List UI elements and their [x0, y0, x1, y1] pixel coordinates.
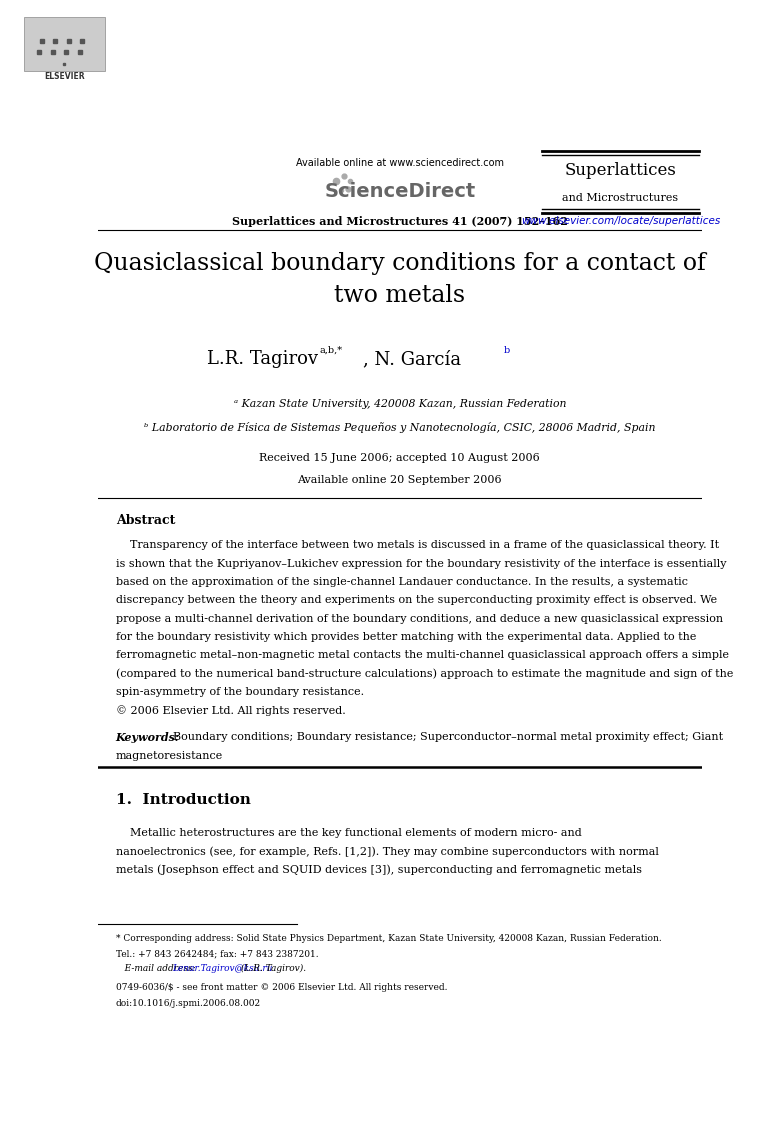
Text: discrepancy between the theory and experiments on the superconducting proximity : discrepancy between the theory and exper… — [115, 595, 717, 606]
Text: for the boundary resistivity which provides better matching with the experimenta: for the boundary resistivity which provi… — [115, 632, 696, 642]
Text: Transparency of the interface between two metals is discussed in a frame of the : Transparency of the interface between tw… — [115, 541, 718, 550]
Text: nanoelectronics (see, for example, Refs. [1,2]). They may combine superconductor: nanoelectronics (see, for example, Refs.… — [115, 846, 658, 856]
Text: Superlattices and Microstructures 41 (2007) 152–162: Superlattices and Microstructures 41 (20… — [232, 217, 568, 228]
Text: Available online at www.sciencedirect.com: Available online at www.sciencedirect.co… — [296, 158, 504, 168]
Text: ᵇ Laboratorio de Física de Sistemas Pequeños y Nanotecnología, CSIC, 28006 Madri: ᵇ Laboratorio de Física de Sistemas Pequ… — [144, 422, 655, 432]
Text: ᵃ Kazan State University, 420008 Kazan, Russian Federation: ᵃ Kazan State University, 420008 Kazan, … — [233, 399, 566, 409]
Text: spin-asymmetry of the boundary resistance.: spin-asymmetry of the boundary resistanc… — [115, 687, 363, 697]
Text: 1.  Introduction: 1. Introduction — [115, 793, 250, 806]
Text: L.R. Tagirov: L.R. Tagirov — [207, 350, 318, 369]
Text: a,b,*: a,b,* — [319, 346, 342, 355]
Text: doi:10.1016/j.spmi.2006.08.002: doi:10.1016/j.spmi.2006.08.002 — [115, 999, 261, 1008]
Text: ferromagnetic metal–non-magnetic metal contacts the multi-channel quasiclassical: ferromagnetic metal–non-magnetic metal c… — [115, 651, 729, 660]
Text: based on the approximation of the single-channel Landauer conductance. In the re: based on the approximation of the single… — [115, 577, 688, 587]
Text: Metallic heterostructures are the key functional elements of modern micro- and: Metallic heterostructures are the key fu… — [115, 828, 581, 838]
Text: b: b — [504, 346, 510, 355]
Text: * Corresponding address: Solid State Physics Department, Kazan State University,: * Corresponding address: Solid State Phy… — [115, 934, 661, 943]
Text: © 2006 Elsevier Ltd. All rights reserved.: © 2006 Elsevier Ltd. All rights reserved… — [115, 705, 346, 717]
Text: and Microstructures: and Microstructures — [562, 193, 679, 203]
Text: , N. García: , N. García — [363, 350, 462, 369]
Text: E-mail address:: E-mail address: — [115, 964, 198, 973]
Text: Available online 20 September 2006: Available online 20 September 2006 — [297, 475, 502, 485]
Text: ELSEVIER: ELSEVIER — [44, 73, 85, 82]
Text: Abstract: Abstract — [115, 514, 175, 527]
Text: Tel.: +7 843 2642484; fax: +7 843 2387201.: Tel.: +7 843 2642484; fax: +7 843 238720… — [115, 950, 318, 959]
Text: www.elsevier.com/locate/superlattices: www.elsevier.com/locate/superlattices — [521, 217, 720, 227]
Text: (compared to the numerical band-structure calculations) approach to estimate the: (compared to the numerical band-structur… — [115, 669, 733, 679]
Text: is shown that the Kupriyanov–Lukichev expression for the boundary resistivity of: is shown that the Kupriyanov–Lukichev ex… — [115, 559, 726, 568]
Text: Keywords:: Keywords: — [115, 733, 179, 744]
Text: Received 15 June 2006; accepted 10 August 2006: Received 15 June 2006; accepted 10 Augus… — [260, 454, 540, 463]
Text: metals (Josephson effect and SQUID devices [3]), superconducting and ferromagnet: metals (Josephson effect and SQUID devic… — [115, 864, 642, 874]
Text: Superlattices: Superlattices — [565, 162, 676, 179]
Text: Quasiclassical boundary conditions for a contact of
two metals: Quasiclassical boundary conditions for a… — [94, 252, 706, 307]
Text: ScienceDirect: ScienceDirect — [324, 183, 475, 202]
Text: Lenar.Tagirov@ksu.ru: Lenar.Tagirov@ksu.ru — [172, 964, 272, 973]
Text: 0749-6036/$ - see front matter © 2006 Elsevier Ltd. All rights reserved.: 0749-6036/$ - see front matter © 2006 El… — [115, 983, 447, 992]
Text: magnetoresistance: magnetoresistance — [115, 751, 223, 761]
Text: propose a multi-channel derivation of the boundary conditions, and deduce a new : propose a multi-channel derivation of th… — [115, 613, 723, 624]
Text: (L.R. Tagirov).: (L.R. Tagirov). — [239, 964, 307, 973]
Bar — [24, 17, 105, 71]
Text: Boundary conditions; Boundary resistance; Superconductor–normal metal proximity : Boundary conditions; Boundary resistance… — [166, 733, 723, 743]
